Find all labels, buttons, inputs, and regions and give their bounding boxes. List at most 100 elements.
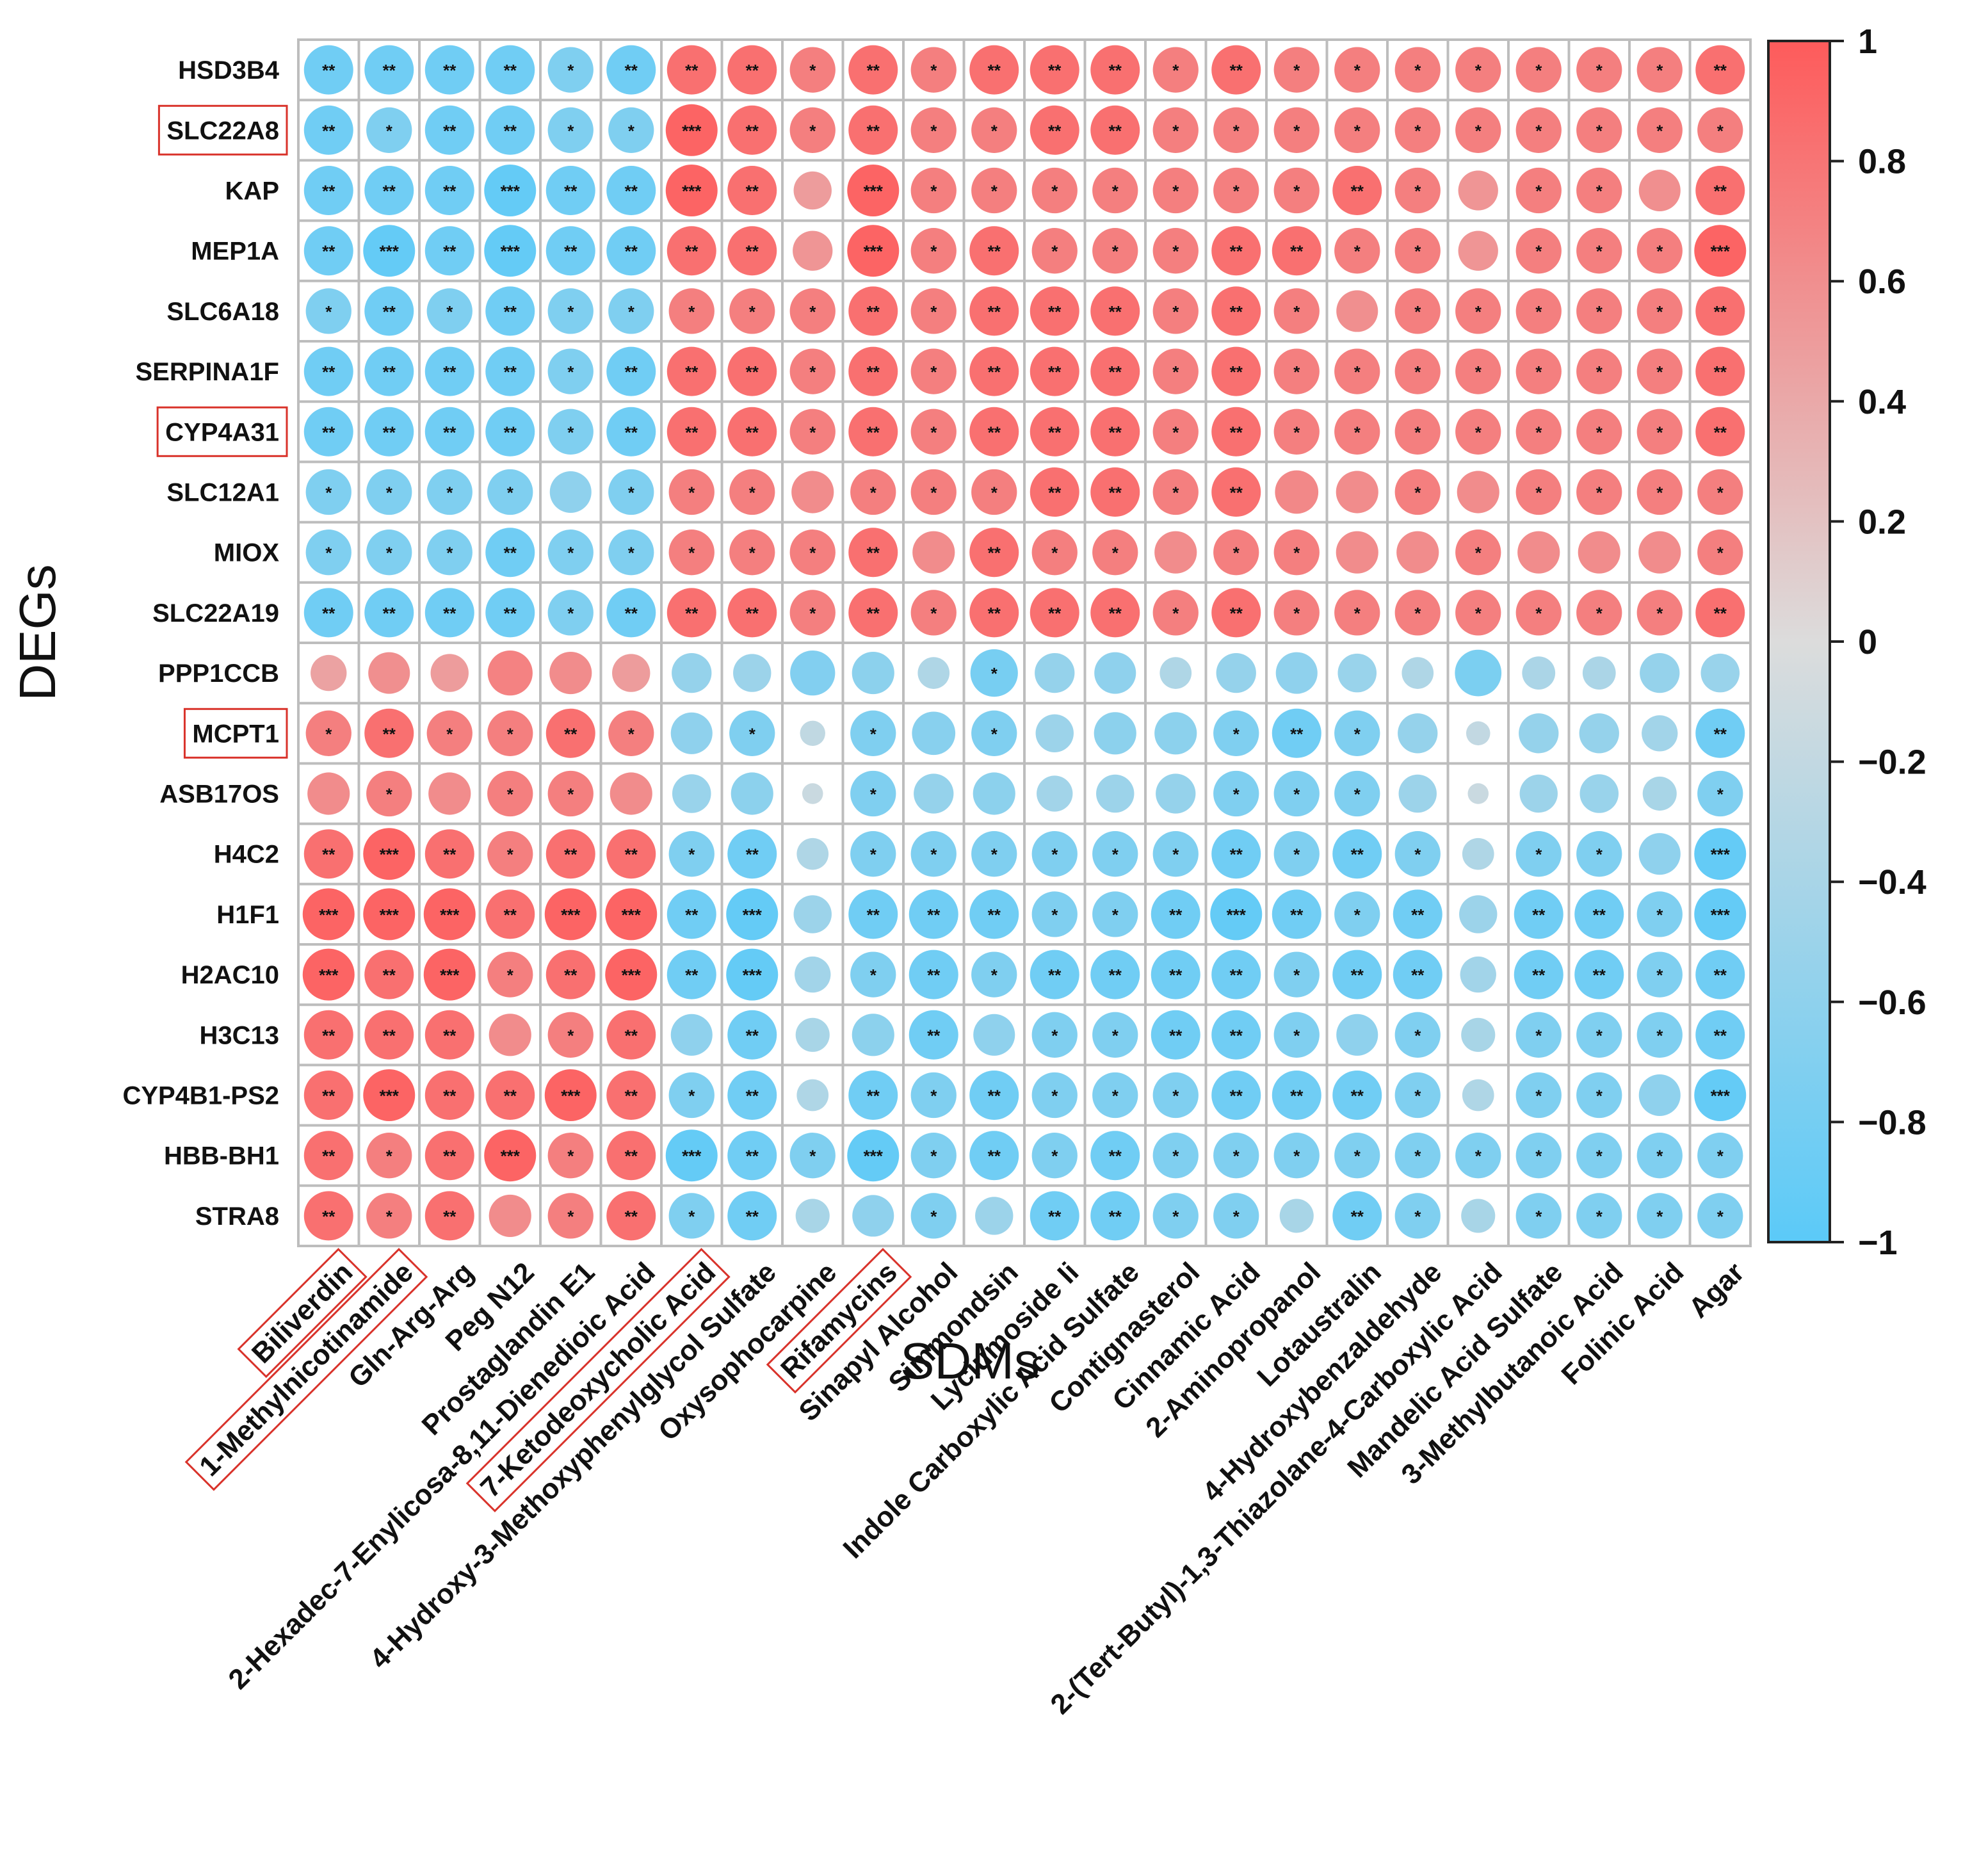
- column-highlight-box: [766, 1247, 912, 1394]
- row-label: CYP4B1-PS2: [122, 1082, 279, 1110]
- significance-mark: *: [1293, 845, 1300, 864]
- correlation-circle: [545, 950, 595, 999]
- significance-mark: *: [930, 604, 937, 623]
- correlation-circle: [1334, 348, 1380, 394]
- correlation-circle: [850, 469, 896, 515]
- correlation-circle: [487, 831, 533, 877]
- significance-mark: *: [1293, 362, 1300, 382]
- correlation-circle: [909, 889, 958, 939]
- correlation-circle: [1394, 1133, 1441, 1179]
- significance-mark: **: [383, 724, 396, 743]
- significance-mark: *: [1656, 61, 1663, 80]
- significance-mark: *: [1293, 1026, 1300, 1045]
- significance-mark: **: [322, 1087, 335, 1106]
- correlation-circle: [1393, 950, 1442, 999]
- significance-mark: **: [685, 905, 699, 925]
- significance-mark: *: [1414, 1207, 1421, 1226]
- significance-mark: *: [870, 785, 877, 804]
- significance-mark: **: [988, 61, 1001, 80]
- correlation-circle: [910, 107, 957, 153]
- significance-mark: **: [504, 604, 517, 623]
- significance-mark: **: [1714, 302, 1727, 321]
- correlation-circle: [423, 948, 476, 1001]
- correlation-circle: [305, 530, 351, 576]
- correlation-circle: [1213, 530, 1259, 576]
- correlation-circle: [727, 45, 777, 95]
- correlation-circle: [1030, 1191, 1079, 1241]
- correlation-circle: [303, 588, 353, 638]
- correlation-circle: [848, 407, 898, 457]
- significance-mark: **: [1714, 61, 1727, 80]
- correlation-circle: [1334, 107, 1380, 153]
- correlation-circle: [1695, 286, 1745, 336]
- colorbar-tick-label: −0.8: [1858, 1103, 1927, 1142]
- correlation-circle: [802, 783, 823, 804]
- significance-mark: *: [1112, 905, 1119, 925]
- correlation-circle: [727, 588, 777, 638]
- correlation-circle: [1640, 652, 1680, 693]
- correlation-circle: [1695, 588, 1745, 638]
- significance-mark: *: [1535, 61, 1542, 80]
- correlation-circle: [1576, 47, 1622, 93]
- correlation-circle: [726, 888, 779, 941]
- correlation-circle: [910, 167, 957, 214]
- correlation-circle: [727, 1131, 777, 1181]
- correlation-circle: [1092, 167, 1138, 214]
- significance-mark: *: [1656, 966, 1663, 985]
- correlation-circle: [1211, 829, 1261, 879]
- correlation-circle: [1337, 653, 1377, 693]
- correlation-circle: [1336, 1014, 1378, 1056]
- significance-mark: **: [383, 302, 396, 321]
- significance-mark: **: [867, 544, 880, 563]
- significance-mark: *: [1233, 785, 1240, 804]
- significance-mark: *: [1354, 604, 1361, 623]
- significance-mark: *: [567, 604, 574, 623]
- correlation-circle: [547, 107, 594, 153]
- significance-mark: **: [564, 845, 578, 864]
- significance-mark: **: [867, 905, 880, 925]
- correlation-circle: [666, 588, 716, 638]
- correlation-circle: [489, 1014, 531, 1056]
- significance-mark: ***: [1711, 905, 1731, 925]
- correlation-circle: [544, 888, 597, 941]
- correlation-circle: [549, 471, 592, 513]
- correlation-circle: [1636, 47, 1683, 93]
- significance-mark: ***: [501, 242, 521, 261]
- significance-mark: **: [383, 182, 396, 201]
- correlation-circle: [547, 770, 594, 817]
- significance-mark: *: [386, 121, 393, 140]
- significance-mark: **: [443, 1147, 456, 1166]
- correlation-circle: [1213, 1193, 1259, 1239]
- significance-mark: **: [1230, 61, 1243, 80]
- correlation-circle: [1213, 167, 1259, 214]
- significance-mark: **: [746, 1147, 759, 1166]
- significance-mark: **: [1230, 423, 1243, 442]
- correlation-circle: [971, 107, 1017, 153]
- correlation-circle: [1334, 47, 1380, 93]
- significance-mark: *: [1535, 302, 1542, 321]
- correlation-circle: [1697, 107, 1743, 153]
- significance-mark: *: [930, 483, 937, 503]
- correlation-circle: [726, 948, 779, 1001]
- significance-mark: *: [1172, 1087, 1179, 1106]
- correlation-circle: [914, 773, 954, 814]
- correlation-circle: [789, 1133, 836, 1179]
- correlation-circle: [975, 1197, 1014, 1235]
- significance-mark: *: [991, 724, 998, 743]
- correlation-circle: [1213, 710, 1259, 756]
- correlation-circle: [547, 408, 594, 455]
- correlation-circle: [424, 1071, 474, 1120]
- correlation-circle: [1152, 107, 1199, 153]
- correlation-circle: [305, 469, 351, 515]
- significance-mark: *: [1172, 61, 1179, 80]
- significance-mark: *: [1414, 182, 1421, 201]
- correlation-circle: [547, 590, 594, 636]
- correlation-circle: [424, 226, 474, 276]
- correlation-circle: [1455, 288, 1501, 334]
- significance-mark: *: [1656, 362, 1663, 382]
- correlation-circle: [484, 164, 537, 217]
- correlation-circle: [1334, 770, 1380, 817]
- significance-mark: **: [443, 604, 456, 623]
- significance-mark: *: [688, 544, 695, 563]
- correlation-circle: [670, 712, 713, 754]
